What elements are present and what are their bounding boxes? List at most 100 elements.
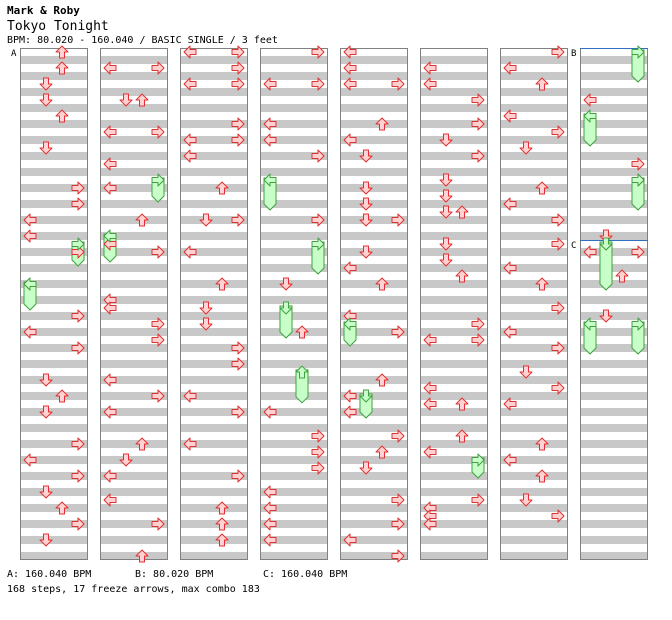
beat-band: [100, 152, 168, 160]
beat-band: [500, 152, 568, 160]
step-arrow: [551, 237, 565, 251]
beat-band: [100, 184, 168, 192]
step-arrow: [39, 485, 53, 499]
beat-band: [180, 504, 248, 512]
beat-band: [20, 552, 88, 560]
step-arrow: [71, 517, 85, 531]
chart-column: [580, 48, 648, 560]
beat-band: [580, 72, 648, 80]
measure: [20, 496, 88, 560]
step-arrow: [71, 309, 85, 323]
step-arrow: [103, 125, 117, 139]
beat-band: [180, 152, 248, 160]
measure: [500, 432, 568, 496]
step-arrow: [215, 181, 229, 195]
beat-band: [100, 488, 168, 496]
beat-band: [340, 328, 408, 336]
beat-band: [260, 360, 328, 368]
step-arrow: [103, 493, 117, 507]
beat-band: [340, 136, 408, 144]
step-arrow: [551, 341, 565, 355]
step-arrow: [391, 213, 405, 227]
step-arrow: [215, 501, 229, 515]
step-arrow: [631, 245, 645, 259]
beat-band: [420, 184, 488, 192]
beat-band: [340, 88, 408, 96]
step-arrow: [151, 517, 165, 531]
beat-band: [20, 536, 88, 544]
step-arrow: [359, 149, 373, 163]
step-arrow: [359, 197, 373, 211]
beat-band: [580, 232, 648, 240]
beat-band: [340, 360, 408, 368]
step-arrow: [55, 501, 69, 515]
beat-band: [100, 520, 168, 528]
beat-band: [180, 88, 248, 96]
step-arrow: [359, 461, 373, 475]
step-arrow: [55, 109, 69, 123]
beat-band: [420, 376, 488, 384]
measure: [500, 496, 568, 560]
step-arrow: [343, 45, 357, 59]
measure: [580, 240, 648, 304]
beat-band: [20, 72, 88, 80]
column-border: [500, 48, 568, 560]
beat-band: [420, 360, 488, 368]
beat-band: [340, 248, 408, 256]
step-arrow: [39, 405, 53, 419]
measure: [20, 368, 88, 432]
step-arrow: [439, 205, 453, 219]
freeze-head: [71, 237, 85, 251]
step-arrow: [103, 181, 117, 195]
beat-band: [260, 280, 328, 288]
beat-band: [340, 168, 408, 176]
beat-band: [580, 152, 648, 160]
beat-band: [100, 248, 168, 256]
step-arrow: [55, 389, 69, 403]
beat-band: [420, 136, 488, 144]
beat-band: [420, 504, 488, 512]
beat-band: [180, 312, 248, 320]
beat-band: [100, 88, 168, 96]
step-arrow: [231, 213, 245, 227]
beat-band: [500, 296, 568, 304]
beat-band: [580, 136, 648, 144]
step-arrow: [455, 429, 469, 443]
beat-band: [100, 120, 168, 128]
step-arrow: [231, 405, 245, 419]
step-arrow: [503, 397, 517, 411]
beat-band: [580, 536, 648, 544]
measure: [340, 240, 408, 304]
step-arrow: [199, 301, 213, 315]
step-arrow: [103, 405, 117, 419]
beat-band: [580, 184, 648, 192]
measure: [340, 368, 408, 432]
column-border: [100, 48, 168, 560]
beat-band: [580, 552, 648, 560]
measure: [20, 432, 88, 496]
beat-band: [100, 56, 168, 64]
step-arrow: [455, 269, 469, 283]
measure: [500, 240, 568, 304]
beat-band: [420, 440, 488, 448]
beat-band: [500, 104, 568, 112]
beat-band: [340, 312, 408, 320]
beat-band: [260, 72, 328, 80]
beat-band: [180, 72, 248, 80]
freeze-arrow: [359, 393, 373, 419]
step-arrow: [151, 125, 165, 139]
beat-band: [20, 168, 88, 176]
beat-band: [20, 136, 88, 144]
measure: [260, 304, 328, 368]
beat-band: [500, 72, 568, 80]
step-arrow: [503, 261, 517, 275]
measure: [100, 496, 168, 560]
beat-band: [180, 136, 248, 144]
step-arrow: [23, 229, 37, 243]
beat-band: [260, 456, 328, 464]
step-arrow: [551, 301, 565, 315]
beat-band: [100, 136, 168, 144]
beat-band: [500, 200, 568, 208]
step-arrow: [343, 61, 357, 75]
freeze-head: [583, 109, 597, 123]
